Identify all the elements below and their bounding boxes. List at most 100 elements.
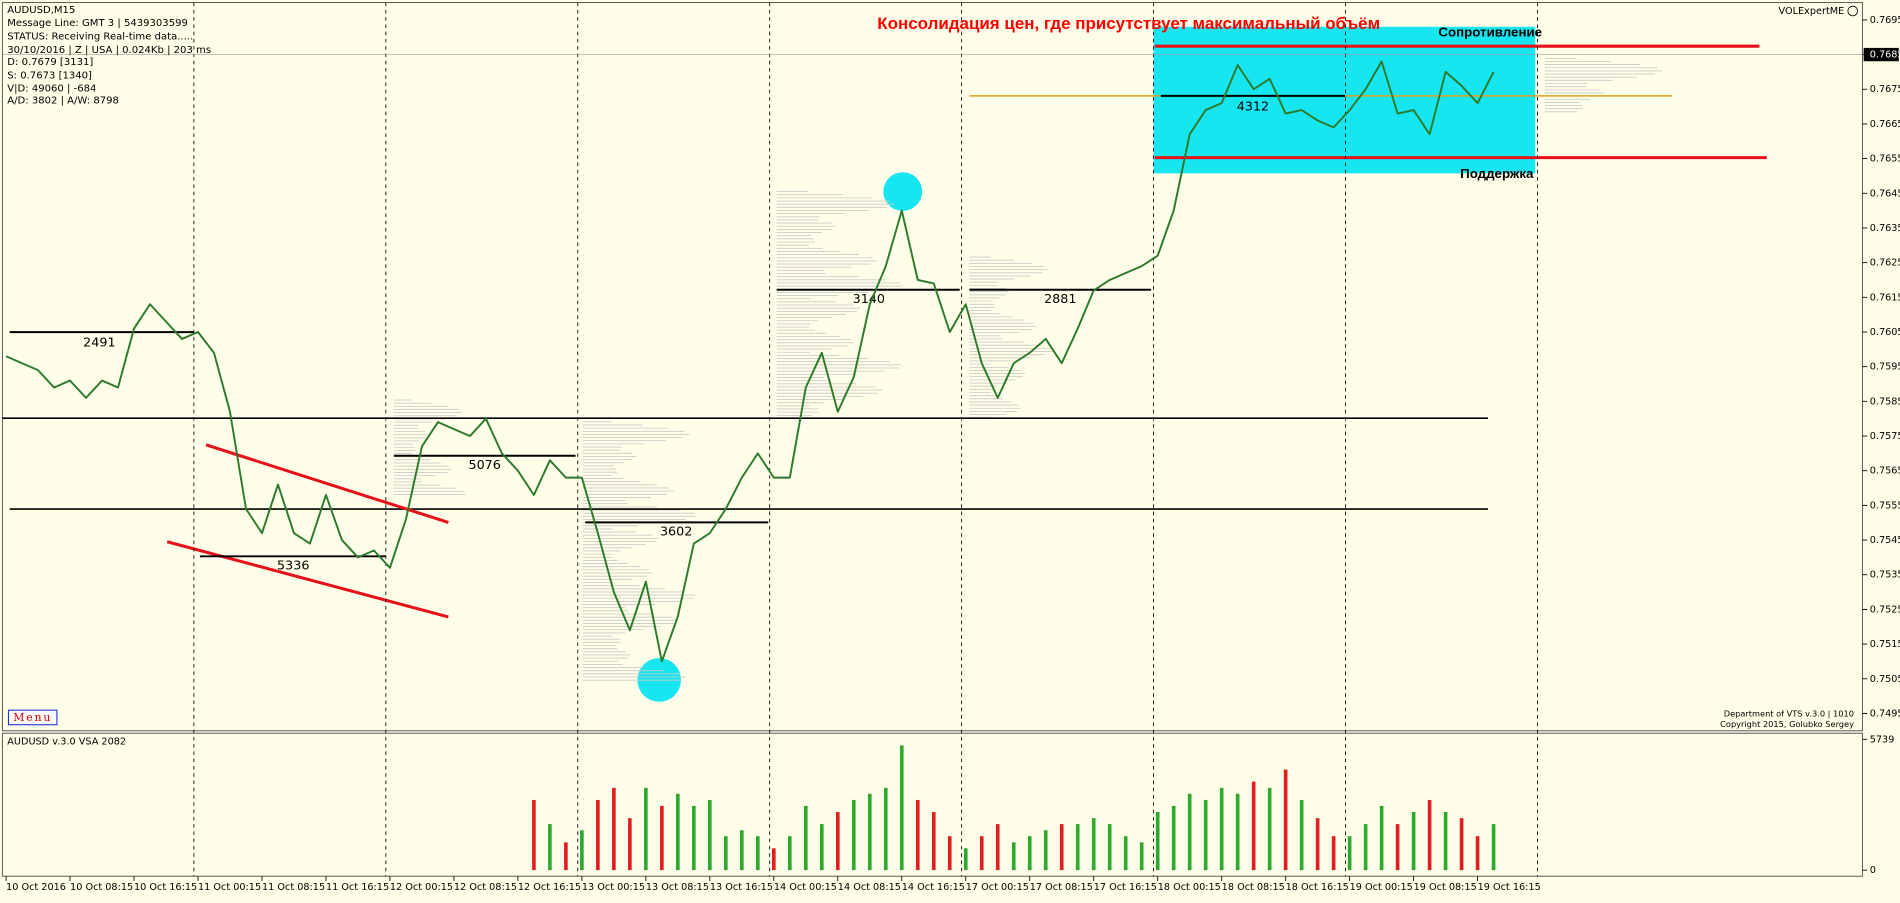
volume-bar [1075, 824, 1080, 871]
x-tick-label: 12 Oct 08:15 [454, 882, 517, 893]
volume-bar [835, 812, 840, 871]
volume-bar [708, 799, 712, 871]
y-tick-label: 0.7675 [1870, 84, 1900, 95]
levels: 2491 5336 5076 3602 3140 2881 4312 [2, 44, 1767, 619]
y-tick-label: 0.7605 [1870, 327, 1900, 338]
y-tick-label: 0.7665 [1870, 119, 1900, 130]
volume-bar [931, 812, 936, 871]
footer-line: Copyright 2015, Golubko Sergey [1720, 719, 1854, 729]
volume-bar [819, 824, 824, 871]
volume-bar [676, 793, 680, 871]
volume-bar [1363, 824, 1368, 871]
volume-bar [1251, 781, 1256, 871]
level-volume: 4312 [1237, 98, 1269, 113]
y-tick-label: 0.7505 [1870, 674, 1900, 685]
volume-bar [1155, 812, 1160, 871]
volume-bar [1187, 793, 1192, 871]
volume-bar [867, 793, 872, 871]
decorations [637, 26, 1536, 702]
volume-bar [596, 799, 600, 871]
volume-bar [1107, 824, 1112, 871]
volume-bar [1203, 799, 1208, 871]
volume-bar [771, 848, 776, 871]
y-tick-label: 0.7655 [1870, 154, 1900, 165]
volume-bar [756, 836, 760, 871]
volume-bar [1299, 799, 1304, 871]
info-line: V|D: 49060 | -684 [7, 84, 96, 95]
volume-bar [1171, 805, 1176, 871]
volume-bar [1139, 842, 1144, 871]
volume-bar [740, 830, 744, 871]
x-tick-label: 11 Oct 16:15 [326, 882, 389, 893]
volume-bar [1315, 818, 1320, 871]
x-tick-label: 10 Oct 08:15 [70, 882, 133, 893]
resistance-label: Сопротивление [1438, 24, 1542, 39]
volume-bar [1283, 769, 1288, 871]
x-tick-label: 18 Oct 08:15 [1222, 882, 1285, 893]
volume-bar [628, 818, 632, 871]
y-tick-label: 0.7535 [1870, 570, 1900, 581]
y-tick-label: 0.7575 [1870, 431, 1900, 442]
menu-box[interactable] [7, 709, 58, 726]
volume-bar [883, 787, 888, 871]
y-tick-label: 0.7585 [1870, 396, 1900, 407]
volume-bar [851, 799, 856, 871]
x-tick-label: 17 Oct 16:15 [1094, 882, 1157, 893]
volume-bar [580, 830, 584, 871]
annotation-title: Консолидация цен, где присутствует макси… [877, 14, 1380, 33]
x-tick-label: 10 Oct 16:15 [134, 882, 197, 893]
y-tick-label: 0.7555 [1870, 500, 1900, 511]
volume-bar [1219, 787, 1224, 871]
volume-panel [1, 732, 1863, 877]
volume-bar [612, 787, 616, 871]
volume-bar [1267, 787, 1272, 871]
info-line: Message Line: GMT 3 | 5439303599 [7, 18, 188, 29]
volume-bar [803, 805, 808, 871]
x-tick-label: 12 Oct 16:15 [518, 882, 581, 893]
volume-bar [1411, 812, 1416, 871]
volume-bar [1331, 836, 1336, 871]
x-tick-label: 19 Oct 16:15 [1478, 882, 1541, 893]
volume-bar [1027, 836, 1032, 871]
smiley-icon [1847, 5, 1859, 17]
volume-bar [692, 805, 696, 871]
info-line: 30/10/2016 | Z | USA | 0.024Kb | 203 ms [7, 45, 211, 56]
volume-bar [532, 799, 536, 871]
menu-button[interactable]: Menu [7, 709, 58, 726]
volume-bar [564, 842, 568, 871]
volume-bar [1395, 824, 1400, 871]
x-tick-label: 13 Oct 16:15 [710, 882, 773, 893]
volume-bar [1379, 805, 1384, 871]
x-tick-label: 18 Oct 16:15 [1286, 882, 1349, 893]
volume-bar [995, 824, 1000, 871]
volume-bar [1475, 836, 1480, 871]
x-tick-label: 19 Oct 00:15 [1350, 882, 1413, 893]
price-line [5, 60, 1495, 663]
x-tick-label: 19 Oct 08:15 [1414, 882, 1477, 893]
current-price-label: 0.7685 [1870, 50, 1900, 61]
y-tick-label: 0.7525 [1870, 604, 1900, 615]
volume-bar [660, 805, 664, 871]
volume-bar [1491, 824, 1496, 871]
volume-bar [787, 836, 792, 871]
level-volume: 5076 [469, 457, 501, 472]
info-line: S: 0.7673 [1340] [7, 70, 92, 81]
y-tick-label: 0.7695 [1870, 15, 1900, 26]
y-tick-label: 0.7565 [1870, 466, 1900, 477]
menu-label[interactable]: Menu [13, 711, 52, 724]
x-tick-label: 13 Oct 08:15 [646, 882, 709, 893]
volume-bar [1091, 818, 1096, 871]
volume-bar [963, 848, 968, 871]
y-tick-label: 0.7635 [1870, 223, 1900, 234]
y-tick-label: 0.7625 [1870, 258, 1900, 269]
consolidation-zone [1153, 26, 1536, 174]
level-volume: 5336 [277, 558, 309, 573]
x-tick-label: 11 Oct 00:15 [198, 882, 261, 893]
info-line: STATUS: Receiving Real-time data..... [7, 31, 193, 42]
volume-y-tick-label: 5739 [1870, 734, 1895, 745]
support-label: Поддержка [1460, 166, 1534, 181]
volume-bar [1443, 812, 1448, 871]
level-volume: 3602 [660, 524, 692, 539]
